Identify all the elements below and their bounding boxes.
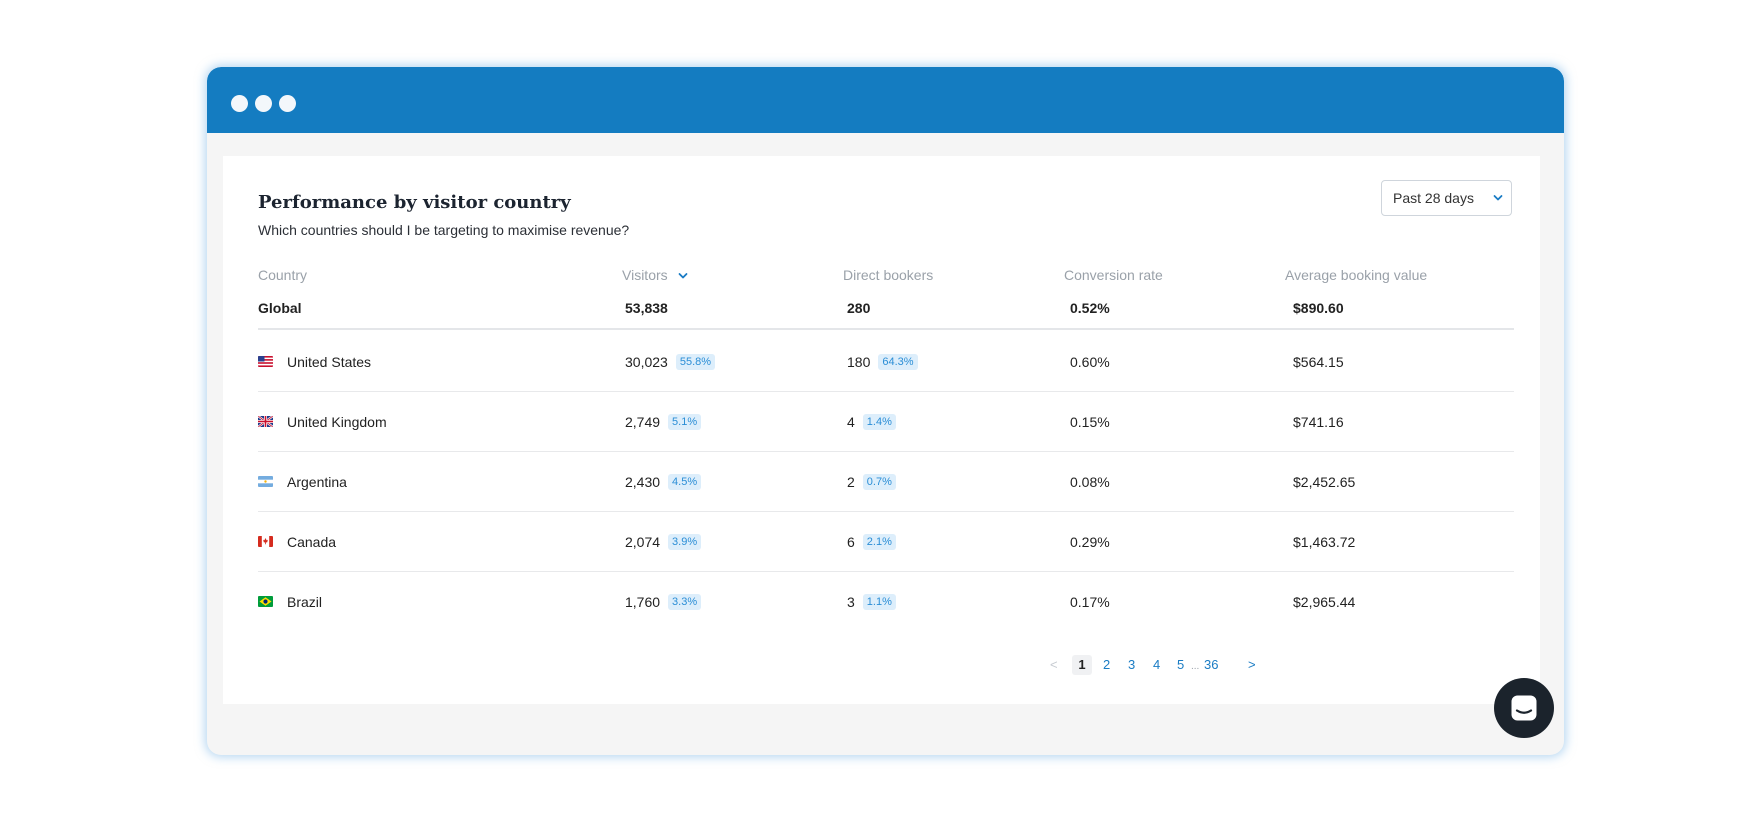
table-row: United Kingdom 2,749 5.1% 4 1.4% 0.15% $74… <box>258 392 1514 452</box>
direct-bookers-value: 3 <box>847 594 855 610</box>
country-cell: United States <box>258 332 371 392</box>
direct-bookers-share-badge: 1.1% <box>862 594 896 611</box>
global-visitors: 53,838 <box>625 300 668 316</box>
direct-bookers-share-badge: 1.4% <box>862 414 896 431</box>
direct-bookers-cell: 4 1.4% <box>847 392 896 452</box>
visitors-cell: 2,430 4.5% <box>625 452 702 512</box>
pagination-page-5[interactable]: 5 <box>1177 657 1185 672</box>
column-header-visitors-label: Visitors <box>622 267 668 283</box>
direct-bookers-value: 2 <box>847 474 855 490</box>
conversion-rate-value: 0.17% <box>1070 594 1110 610</box>
country-cell: United Kingdom <box>258 392 387 452</box>
direct-bookers-share-badge: 0.7% <box>862 474 896 491</box>
canada-flag-icon <box>258 535 273 547</box>
direct-bookers-cell: 6 2.1% <box>847 512 896 572</box>
column-header-average-booking-value[interactable]: Average booking value <box>1285 267 1428 283</box>
global-average-booking-value: $890.60 <box>1293 300 1344 316</box>
panel-title: Performance by visitor country <box>258 192 571 213</box>
visitors-share-badge: 4.5% <box>668 474 702 491</box>
visitors-share-badge: 3.3% <box>668 594 702 611</box>
global-summary-row: Global 53,838 280 0.52% $890.60 <box>258 286 1514 330</box>
average-booking-value: $2,965.44 <box>1293 594 1356 610</box>
direct-bookers-cell: 180 64.3% <box>847 332 918 392</box>
column-header-direct-bookers[interactable]: Direct bookers <box>843 267 934 283</box>
column-header-conversion-rate[interactable]: Conversion rate <box>1064 267 1163 283</box>
pagination-next-button[interactable]: > <box>1248 657 1256 672</box>
pagination-page-1[interactable]: 1 <box>1072 655 1092 675</box>
visitors-cell: 1,760 3.3% <box>625 572 702 632</box>
pagination-page-2[interactable]: 2 <box>1103 657 1111 672</box>
argentina-flag-icon <box>258 475 273 487</box>
country-name: United States <box>287 354 372 370</box>
visitors-cell: 30,023 55.8% <box>625 332 716 392</box>
window-dot-icon[interactable] <box>231 95 248 112</box>
global-conversion-rate: 0.52% <box>1070 300 1110 316</box>
table-row: Brazil 1,760 3.3% 3 1.1% 0.17% $2,965.44 <box>258 572 1514 632</box>
date-range-value: Past 28 days <box>1393 190 1474 206</box>
chevron-down-icon <box>1493 195 1503 201</box>
global-label: Global <box>258 300 302 316</box>
country-name: Canada <box>287 534 337 550</box>
visitors-cell: 2,749 5.1% <box>625 392 702 452</box>
us-flag-icon <box>258 355 273 367</box>
country-name: Argentina <box>287 474 347 490</box>
visitors-share-badge: 55.8% <box>675 354 716 371</box>
table-row: United States 30,023 55.8% 180 64.3% 0.60%… <box>258 332 1514 392</box>
global-direct-bookers: 280 <box>847 300 871 316</box>
conversion-rate-value: 0.60% <box>1070 354 1110 370</box>
country-name: Brazil <box>287 594 323 610</box>
visitors-value: 30,023 <box>625 354 668 370</box>
average-booking-value: $2,452.65 <box>1293 474 1356 490</box>
chat-bubble-icon <box>1511 695 1537 721</box>
direct-bookers-cell: 3 1.1% <box>847 572 896 632</box>
direct-bookers-share-badge: 2.1% <box>862 534 896 551</box>
country-name: United Kingdom <box>287 414 387 430</box>
date-range-select[interactable]: Past 28 days <box>1381 180 1512 216</box>
window-dot-icon[interactable] <box>255 95 272 112</box>
direct-bookers-value: 180 <box>847 354 871 370</box>
country-performance-panel: Performance by visitor country Which cou… <box>223 156 1540 704</box>
conversion-rate-value: 0.08% <box>1070 474 1110 490</box>
pagination: < 1 2 3 4 5 ... 36 > <box>1050 655 1280 675</box>
pagination-ellipsis: ... <box>1191 661 1200 672</box>
table-row: Canada 2,074 3.9% 6 2.1% 0.29% $1,463.72 <box>258 512 1514 572</box>
direct-bookers-value: 4 <box>847 414 855 430</box>
table-row: Argentina 2,430 4.5% 2 0.7% 0.08% $2,452.6… <box>258 452 1514 512</box>
country-cell: Brazil <box>258 572 322 632</box>
visitors-value: 2,430 <box>625 474 661 490</box>
direct-bookers-cell: 2 0.7% <box>847 452 896 512</box>
average-booking-value: $1,463.72 <box>1293 534 1356 550</box>
visitors-value: 2,749 <box>625 414 661 430</box>
visitors-share-badge: 3.9% <box>668 534 702 551</box>
chat-launcher-button[interactable] <box>1494 678 1554 738</box>
conversion-rate-value: 0.15% <box>1070 414 1110 430</box>
conversion-rate-value: 0.29% <box>1070 534 1110 550</box>
average-booking-value: $741.16 <box>1293 414 1344 430</box>
direct-bookers-share-badge: 64.3% <box>878 354 918 371</box>
visitors-share-badge: 5.1% <box>668 414 702 431</box>
visitors-value: 2,074 <box>625 534 661 550</box>
pagination-page-last[interactable]: 36 <box>1204 657 1219 672</box>
column-header-visitors[interactable]: Visitors <box>622 267 688 283</box>
column-header-country[interactable]: Country <box>258 267 308 283</box>
pagination-prev-button[interactable]: < <box>1050 657 1058 672</box>
chevron-down-icon <box>678 273 688 279</box>
brazil-flag-icon <box>258 595 273 607</box>
window-titlebar <box>207 67 1564 133</box>
visitors-value: 1,760 <box>625 594 661 610</box>
window-dot-icon[interactable] <box>279 95 296 112</box>
panel-subtitle: Which countries should I be targeting to… <box>258 222 630 238</box>
visitors-cell: 2,074 3.9% <box>625 512 702 572</box>
table-header: Country Visitors Direct bookers Conversi… <box>258 267 1514 287</box>
direct-bookers-value: 6 <box>847 534 855 550</box>
country-cell: Argentina <box>258 452 347 512</box>
uk-flag-icon <box>258 415 273 427</box>
pagination-page-4[interactable]: 4 <box>1153 657 1161 672</box>
country-cell: Canada <box>258 512 336 572</box>
pagination-page-3[interactable]: 3 <box>1128 657 1136 672</box>
average-booking-value: $564.15 <box>1293 354 1344 370</box>
app-window: Performance by visitor country Which cou… <box>207 67 1564 755</box>
